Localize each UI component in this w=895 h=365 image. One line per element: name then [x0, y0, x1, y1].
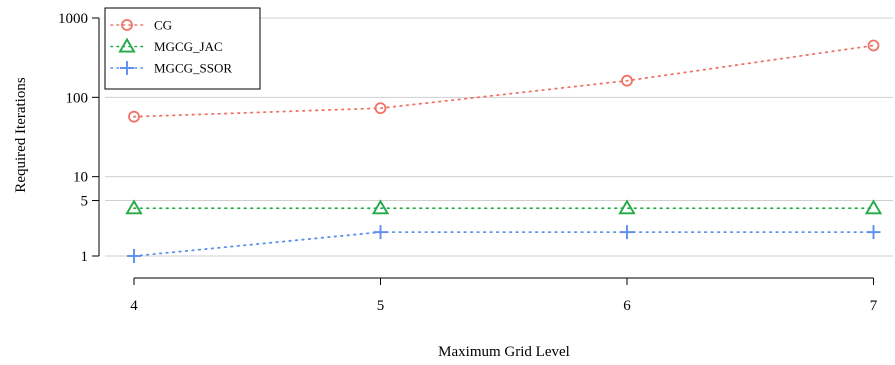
y-axis-title: Required Iterations	[13, 77, 29, 193]
series-group	[125, 39, 883, 263]
y-tick-label: 1	[81, 249, 89, 265]
legend-item: CG	[110, 18, 172, 33]
series-mgcg-ssor	[127, 225, 881, 263]
data-point	[621, 74, 633, 87]
y-tick-label: 100	[66, 90, 89, 106]
data-point	[618, 199, 636, 215]
data-point	[373, 225, 388, 240]
series-mgcg-jac	[125, 199, 883, 215]
legend-item: MGCG_SSOR	[110, 61, 232, 76]
x-tick-label: 7	[870, 298, 878, 314]
legend-marker	[120, 61, 134, 75]
data-point	[374, 102, 387, 115]
x-tick-label: 4	[130, 298, 138, 314]
y-axis: 1 5 10 100 1000	[58, 11, 100, 265]
series-cg	[128, 39, 880, 123]
y-tick-label: 10	[73, 170, 88, 186]
x-tick-label: 5	[377, 298, 385, 314]
x-tick-label: 6	[623, 298, 631, 314]
data-point	[371, 199, 390, 215]
legend-marker	[118, 37, 136, 53]
data-point	[127, 249, 141, 263]
legend-item: MGCG_JAC	[110, 37, 223, 54]
data-point	[125, 199, 143, 215]
legend-label: MGCG_JAC	[154, 39, 223, 54]
legend: CG MGCG_JAC MGCG_SSOR	[104, 7, 261, 90]
x-axis-title: Maximum Grid Level	[438, 344, 570, 360]
data-point	[128, 110, 140, 123]
x-axis: 4 5 6 7	[130, 277, 878, 314]
y-tick-label: 1000	[58, 11, 88, 27]
legend-label: MGCG_SSOR	[154, 61, 232, 76]
y-tick-label: 5	[81, 194, 89, 210]
data-point	[866, 225, 881, 240]
series-line	[133, 44, 875, 118]
legend-marker	[121, 19, 133, 31]
data-point	[864, 199, 883, 215]
data-point	[620, 225, 634, 240]
series-line	[133, 231, 875, 257]
legend-label: CG	[154, 18, 172, 33]
data-point	[867, 39, 880, 52]
